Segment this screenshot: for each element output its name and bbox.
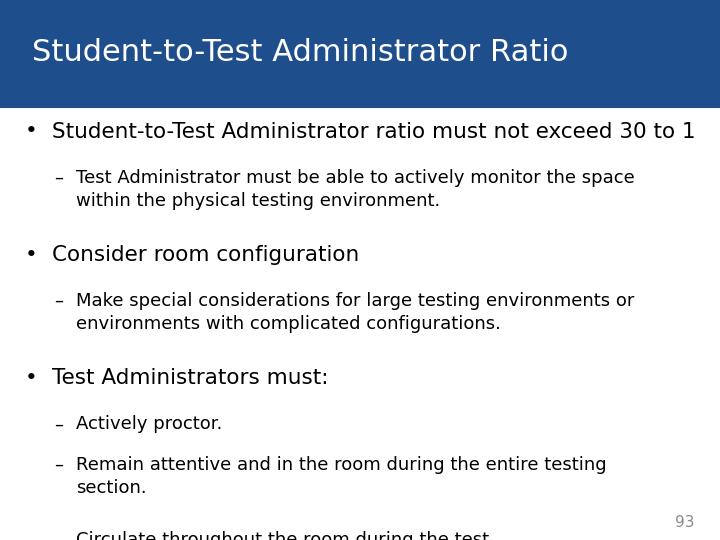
Text: •: • — [25, 122, 38, 141]
Text: Student-to-Test Administrator Ratio: Student-to-Test Administrator Ratio — [32, 38, 569, 67]
Text: –: – — [54, 292, 63, 310]
Text: Circulate throughout the room during the test.: Circulate throughout the room during the… — [76, 531, 495, 540]
Text: Test Administrator must be able to actively monitor the space
within the physica: Test Administrator must be able to activ… — [76, 169, 634, 210]
Text: Make special considerations for large testing environments or
environments with : Make special considerations for large te… — [76, 292, 634, 333]
Text: Actively proctor.: Actively proctor. — [76, 415, 222, 433]
Text: Consider room configuration: Consider room configuration — [52, 245, 359, 265]
Text: –: – — [54, 456, 63, 474]
FancyBboxPatch shape — [0, 0, 720, 105]
Text: Test Administrators must:: Test Administrators must: — [52, 368, 328, 388]
FancyBboxPatch shape — [0, 105, 720, 108]
Text: •: • — [25, 245, 38, 265]
Text: –: – — [54, 169, 63, 187]
Text: 93: 93 — [675, 515, 695, 530]
Text: Remain attentive and in the room during the entire testing
section.: Remain attentive and in the room during … — [76, 456, 606, 497]
Text: Student-to-Test Administrator ratio must not exceed 30 to 1: Student-to-Test Administrator ratio must… — [52, 122, 696, 141]
Text: –: – — [54, 415, 63, 433]
Text: •: • — [25, 368, 38, 388]
Text: –: – — [54, 531, 63, 540]
